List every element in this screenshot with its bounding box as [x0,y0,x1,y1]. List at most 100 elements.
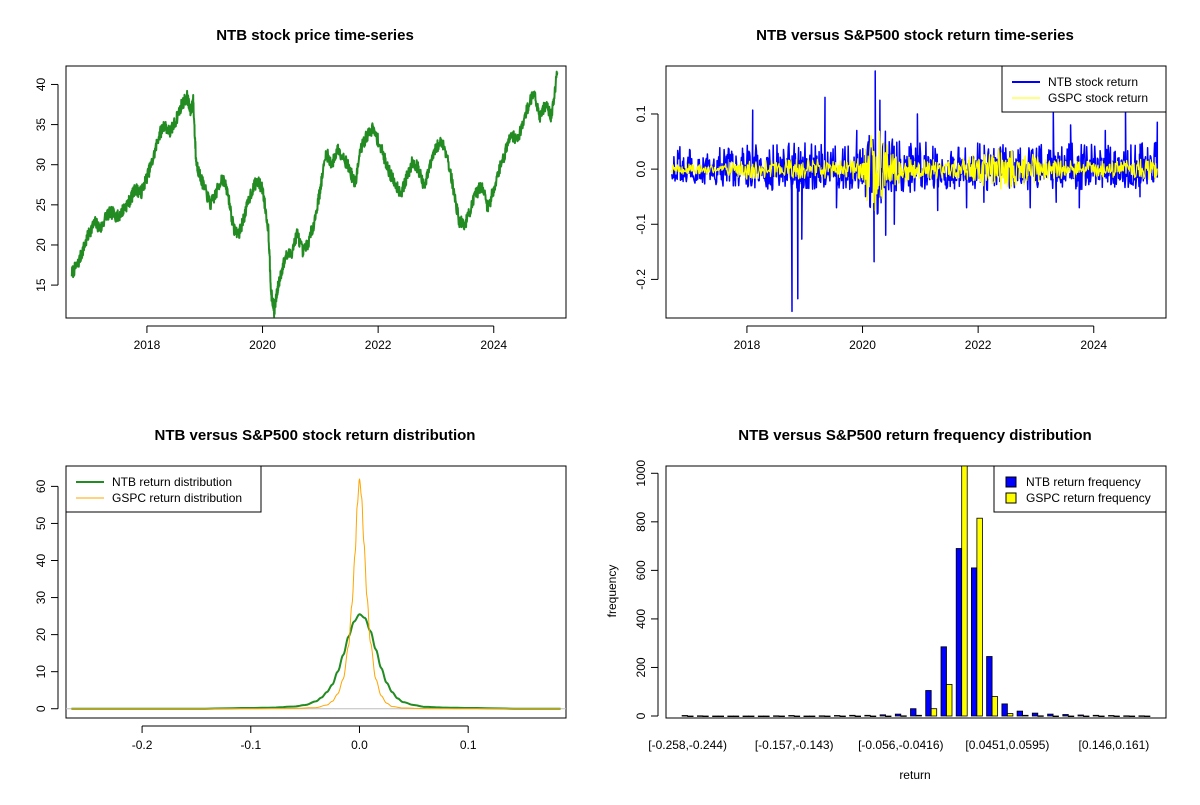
frequency-bar-ntb [955,548,963,717]
frequency-y-tick-label: 400 [634,609,648,629]
frequency-bar-gspc [1144,715,1151,718]
frequency-bar-ntb [864,714,871,717]
frequency-bar-gspc [930,708,938,717]
density-y-tick-label: 10 [34,665,48,679]
frequency-x-tick-label: [-0.258,-0.244) [648,738,727,752]
frequency-legend: NTB return frequency GSPC return frequen… [993,465,1167,513]
frequency-bar-gspc [946,684,953,717]
frequency-bar-ntb [1031,712,1039,717]
frequency-bar-gspc [824,715,831,718]
returns-chart: 2018 2020 2022 2024 -0.2 -0.1 0.0 0.1 [634,65,1167,352]
frequency-bar-gspc [748,715,755,718]
frequency-bar-ntb [940,646,947,717]
price-y-tick-label: 30 [34,158,48,172]
frequency-bar-ntb [727,715,734,718]
frequency-bar-gspc [1067,715,1075,718]
density-y-tick-label: 40 [34,554,48,568]
frequency-bar-ntb [1077,714,1084,717]
frequency-legend-swatch-gspc [1005,492,1017,504]
frequency-bar-ntb [788,715,795,717]
density-x-tick-label: 0.0 [351,738,368,752]
returns-x-tick-label: 2018 [734,338,761,352]
price-chart: 2018 2020 2022 2024 15 20 25 30 35 40 [34,65,567,352]
frequency-bar-gspc [1007,713,1014,717]
frequency-bar-gspc [1037,715,1044,717]
frequency-bar-ntb [712,715,719,718]
price-y-tick-label: 20 [34,238,48,252]
returns-legend-label-gspc: GSPC stock return [1048,91,1148,105]
returns-legend-box [1001,65,1167,113]
frequency-chart: 0 200 400 600 800 1000 [-0.258,-0.244) [-0.157,… [634,460,1167,752]
frequency-bar-gspc [1083,715,1090,718]
density-legend-box [65,465,262,513]
frequency-bar-gspc [839,715,846,718]
density-series-ntb [71,613,561,710]
frequency-y-axis-label: frequency [605,565,619,618]
price-chart-title: NTB stock price time-series [216,27,414,44]
frequency-x-tick-label: [0.0451,0.0595) [965,738,1049,752]
frequency-bar-gspc [900,715,907,717]
density-y-tick-label: 30 [34,591,48,605]
frequency-bar-ntb [971,567,978,717]
frequency-bar-ntb [1001,703,1008,717]
density-y-tick-label: 50 [34,516,48,530]
frequency-bar-gspc [991,696,998,717]
returns-series-ntb [671,70,1159,313]
frequency-bar-ntb [910,708,917,717]
density-x-tick-label: -0.2 [132,738,153,752]
frequency-legend-label-gspc: GSPC return frequency [1026,491,1151,505]
frequency-bar-ntb [818,715,826,717]
frequency-bar-gspc [809,715,816,718]
frequency-bar-gspc [702,715,709,718]
frequency-bar-gspc [1113,715,1120,718]
returns-legend: NTB stock return GSPC stock return [1001,65,1167,113]
frequency-bar-gspc [1098,715,1105,718]
returns-series-gspc [671,130,1158,212]
density-legend: NTB return distribution GSPC return dist… [65,465,262,513]
density-x-tick-label: -0.1 [240,738,261,752]
density-y-tick-label: 60 [34,479,48,493]
returns-legend-label-ntb: NTB stock return [1048,75,1138,89]
frequency-bar-ntb [879,714,886,717]
density-y-tick-label: 0 [34,705,48,712]
frequency-y-tick-label: 600 [634,560,648,580]
returns-chart-title: NTB versus S&P500 stock return time-seri… [756,27,1074,44]
frequency-plot-frame [665,465,1167,719]
price-x-tick-label: 2020 [249,338,276,352]
density-y-tick-label: 20 [34,628,48,642]
price-y-tick-label: 15 [34,278,48,292]
frequency-bar-gspc [915,714,922,717]
density-x-tick-label: 0.1 [460,738,477,752]
frequency-bar-gspc [1022,714,1029,717]
frequency-legend-box [993,465,1167,513]
frequency-bar-ntb [894,713,902,717]
frequency-legend-label-ntb: NTB return frequency [1026,475,1141,489]
returns-y-tick-label: 0.1 [634,105,648,122]
frequency-bar-ntb [681,715,688,717]
frequency-bar-ntb [1016,710,1023,717]
price-plot-frame [65,65,567,319]
frequency-bar-ntb [773,715,780,717]
frequency-bar-gspc [793,715,801,718]
frequency-bar-ntb [757,715,765,718]
frequency-bar-gspc [763,715,770,718]
price-x-tick-label: 2018 [134,338,161,352]
frequency-y-tick-label: 200 [634,657,648,677]
frequency-bar-ntb [986,656,993,717]
price-series-line [70,70,559,318]
returns-y-tick-label: -0.1 [634,214,648,235]
frequency-bar-gspc [1052,715,1059,718]
price-x-tick-label: 2022 [365,338,392,352]
density-series-gspc [71,478,561,710]
frequency-bar-ntb [697,715,704,717]
frequency-x-tick-label: [0.146,0.161) [1079,738,1150,752]
frequency-bar-ntb [925,690,932,717]
frequency-x-axis-label: return [899,768,930,782]
density-legend-label-ntb: NTB return distribution [112,475,232,489]
returns-x-tick-label: 2024 [1080,338,1107,352]
price-y-tick-label: 25 [34,198,48,212]
frequency-bar-gspc [854,715,861,718]
frequency-legend-swatch-ntb [1005,476,1017,488]
density-plot-frame [65,465,567,719]
